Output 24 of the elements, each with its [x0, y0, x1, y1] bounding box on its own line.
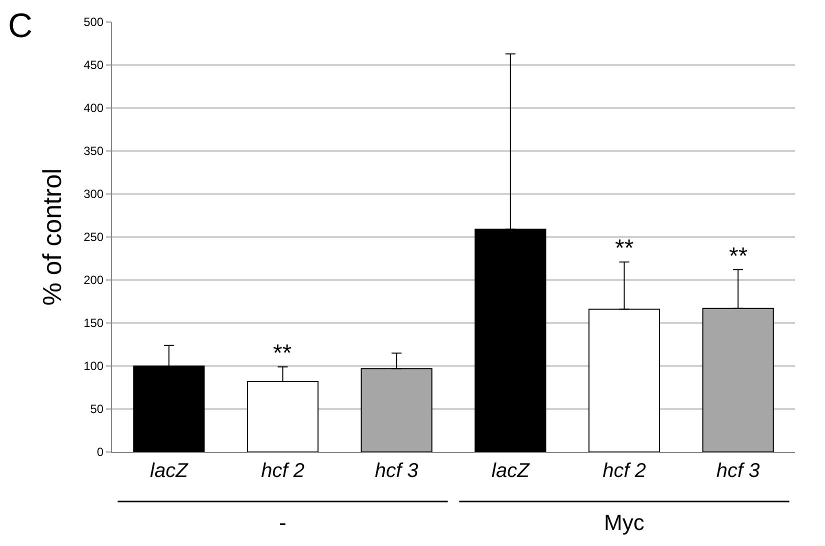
- y-tick-label: 400: [84, 101, 104, 116]
- x-tick-label: hcf 3: [374, 460, 418, 482]
- y-tick-label: 50: [90, 402, 104, 416]
- y-tick-label: 100: [84, 359, 104, 374]
- y-tick-label: 150: [84, 316, 104, 330]
- x-tick-label: hcf 3: [716, 460, 760, 482]
- y-tick-label: 500: [84, 15, 104, 30]
- text: Myc: [604, 510, 644, 535]
- y-tick-label: 250: [84, 230, 104, 244]
- text: -: [279, 510, 286, 535]
- x-tick-label: lacZ: [150, 460, 189, 482]
- y-tick-label: 450: [84, 58, 104, 72]
- y-tick-label: 300: [84, 187, 104, 202]
- y-axis-title: % of control: [36, 168, 67, 306]
- text: C: [8, 7, 33, 45]
- y-tick-label: 350: [84, 144, 104, 158]
- y-tick-label: 0: [96, 445, 104, 460]
- annotation: **: [273, 340, 292, 367]
- x-tick-label: hcf 2: [602, 460, 646, 482]
- annotation: **: [729, 243, 748, 270]
- y-tick-label: 200: [84, 273, 104, 288]
- x-tick-label: hcf 2: [261, 460, 304, 482]
- annotation: **: [615, 235, 634, 262]
- x-tick-label: lacZ: [492, 460, 530, 482]
